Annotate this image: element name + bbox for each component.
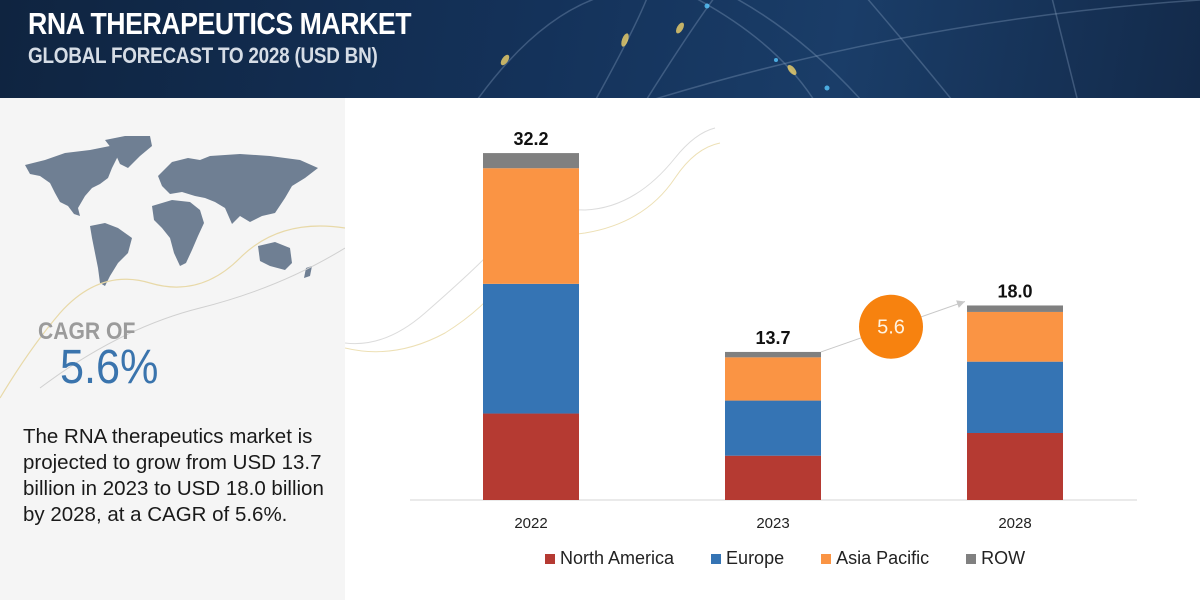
bar-segment-row-2028 [967,305,1063,312]
legend-label: Asia Pacific [836,548,930,568]
market-description: The RNA therapeutics market is projected… [23,425,324,526]
bar-segment-north-america-2028 [967,432,1063,500]
legend-swatch [545,553,555,564]
legend-label: Europe [726,548,785,568]
cagr-label: CAGR OF [38,318,136,345]
legend-swatch [966,553,977,564]
bar-segment-row-2022 [483,153,579,169]
header-background-decoration [477,0,1200,98]
x-tick-label: 2028 [998,515,1031,532]
cagr-bubble [859,294,923,359]
legend-label: ROW [981,548,1026,568]
legend-item-europe: Europe [711,548,784,569]
page-subtitle: GLOBAL FORECAST TO 2028 (USD BN) [28,43,378,68]
legend-item-asia-pacific: Asia Pacific [821,548,929,569]
legend-swatch [711,553,722,564]
x-tick-label: 2022 [514,515,547,532]
legend-item-north-america: North America [545,548,674,569]
bar-total-label: 32.2 [513,129,548,149]
bar-segment-row-2023 [725,351,821,358]
bar-segment-asia-pacific-2023 [725,357,821,401]
bar-segment-north-america-2023 [725,455,821,500]
page-title: RNA THERAPEUTICS MARKET [28,6,412,41]
bar-total-label: 18.0 [997,281,1032,301]
x-tick-label: 2023 [756,515,789,532]
legend-item-row: ROW [966,548,1025,569]
bar-total-label: 13.7 [755,328,790,348]
cagr-bubble-label: 5.6 [877,317,905,339]
bar-segment-europe-2023 [725,400,821,456]
header-banner: RNA THERAPEUTICS MARKET GLOBAL FORECAST … [0,0,1200,98]
bar-segment-north-america-2022 [483,413,579,500]
legend-swatch [821,553,832,564]
chart-legend: North America Europe Asia Pacific ROW [545,548,1025,569]
world-map-icon [25,136,318,286]
left-info-panel [0,98,345,600]
bar-segment-asia-pacific-2028 [967,311,1063,362]
stacked-bar-chart: 32.2 2022 13.7 2023 18.0 2028 5.6 [345,127,1137,532]
bar-segment-asia-pacific-2022 [483,168,579,284]
bar-segment-europe-2022 [483,283,579,414]
cagr-value: 5.6% [60,341,159,394]
legend-label: North America [560,548,675,568]
decorative-curves [0,225,345,399]
bar-segment-europe-2028 [967,361,1063,433]
cagr-arrow-head [956,300,965,308]
